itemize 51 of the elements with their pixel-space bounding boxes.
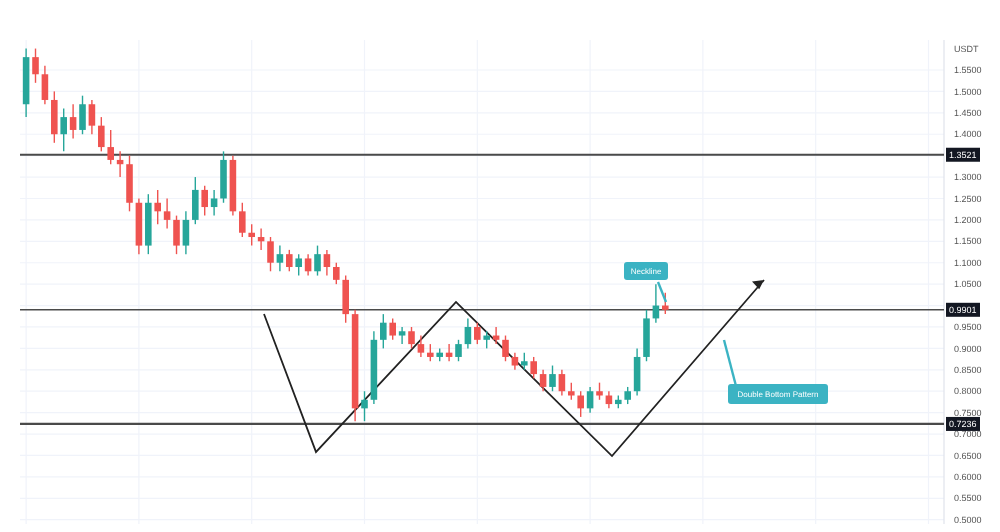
candlestick bbox=[210, 189, 218, 217]
candlestick bbox=[295, 253, 302, 277]
candlestick bbox=[323, 249, 331, 277]
candlestick bbox=[173, 214, 180, 255]
candlestick bbox=[145, 193, 152, 255]
candlestick bbox=[69, 103, 77, 140]
candlestick bbox=[389, 317, 396, 341]
candlestick bbox=[342, 274, 349, 324]
candlestick bbox=[408, 326, 415, 350]
candlestick bbox=[98, 116, 105, 153]
candlestick bbox=[220, 150, 227, 204]
candlestick bbox=[549, 364, 556, 392]
candlestick bbox=[502, 334, 509, 362]
candlestick bbox=[304, 253, 312, 277]
candlestick bbox=[361, 390, 368, 422]
candlestick bbox=[267, 236, 274, 272]
candlestick bbox=[22, 47, 30, 118]
candlestick bbox=[662, 292, 669, 315]
candlestick bbox=[248, 223, 255, 247]
candlestick bbox=[32, 47, 39, 84]
candlestick bbox=[558, 369, 566, 397]
candlestick bbox=[51, 90, 58, 144]
candlestick bbox=[182, 210, 190, 255]
candlestick bbox=[464, 317, 472, 350]
candlestick bbox=[154, 189, 161, 225]
candlestick bbox=[201, 184, 208, 217]
candlestick bbox=[286, 249, 293, 272]
candlestick bbox=[60, 107, 67, 153]
candlestick bbox=[380, 313, 387, 350]
candlestick bbox=[474, 321, 481, 345]
candlestick bbox=[314, 244, 321, 277]
candlestick bbox=[333, 262, 340, 285]
candlestick bbox=[633, 347, 641, 397]
candlestick bbox=[88, 99, 96, 135]
candlestick bbox=[107, 129, 114, 165]
candlestick bbox=[586, 386, 594, 414]
candlestick bbox=[239, 202, 246, 238]
candlestick bbox=[276, 244, 284, 272]
candlestick bbox=[79, 94, 86, 135]
candlestick bbox=[530, 356, 537, 380]
candlestick bbox=[577, 390, 584, 418]
candlestick bbox=[455, 339, 462, 362]
candlestick bbox=[41, 65, 49, 105]
candlestick bbox=[192, 176, 199, 225]
candlestick bbox=[643, 309, 650, 362]
candlestick bbox=[163, 197, 171, 230]
candlestick bbox=[539, 369, 547, 392]
candlestick bbox=[417, 334, 425, 358]
candlestick bbox=[135, 197, 143, 255]
candlestick bbox=[398, 326, 406, 345]
candlestick bbox=[126, 154, 133, 213]
